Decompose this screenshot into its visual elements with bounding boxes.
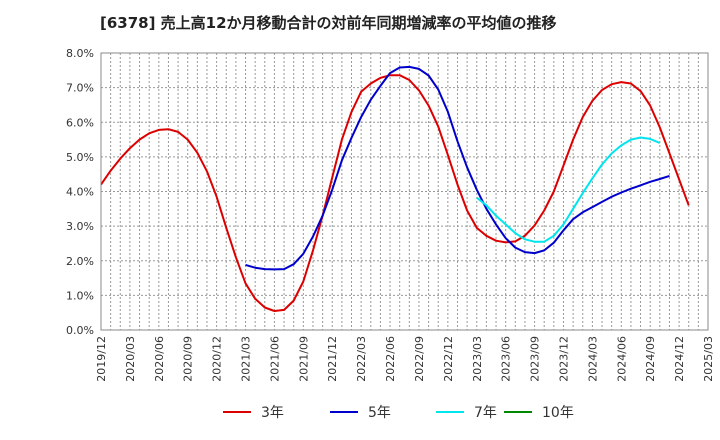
x-tick-label: 2024/12 (673, 336, 686, 382)
x-tick-label: 2022/09 (413, 336, 426, 382)
series (100, 65, 690, 312)
x-tick-label: 2021/03 (240, 336, 253, 382)
series-line-3 (476, 136, 661, 243)
y-tick-label: 5.0% (66, 151, 94, 164)
legend-label-1: 3年 (261, 405, 284, 421)
x-tick-label: 2020/12 (211, 336, 224, 382)
y-tick-label: 0.0% (66, 324, 94, 337)
x-axis: 2019/12 2020/03 2020/06 2020/09 2020/12 2021/… (95, 336, 715, 382)
y-tick-label: 2.0% (66, 255, 94, 268)
grid (100, 52, 709, 331)
y-axis: 0.0% 1.0% 2.0% 3.0% 4.0% 5.0% 6.0% 7.0% 8.0% (66, 47, 94, 337)
legend-label-2: 5年 (368, 405, 391, 421)
legend-label-3: 7年 (474, 405, 497, 421)
y-tick-label: 3.0% (66, 220, 94, 233)
y-tick-label: 7.0% (66, 82, 94, 95)
x-tick-label: 2023/06 (500, 336, 513, 382)
legend: 3年 5年 7年 10年 (223, 405, 574, 421)
x-tick-label: 2024/09 (644, 336, 657, 382)
chart-title: [6378] 売上高12か月移動合計の対前年同期増減率の平均値の推移 (100, 14, 557, 32)
x-tick-label: 2020/06 (153, 336, 166, 382)
y-tick-label: 6.0% (66, 116, 94, 129)
x-tick-label: 2025/03 (702, 336, 715, 382)
legend-label-4: 10年 (542, 405, 574, 421)
plot-area-border (100, 52, 709, 331)
x-tick-label: 2024/03 (586, 336, 599, 382)
y-tick-label: 8.0% (66, 47, 94, 60)
x-tick-label: 2021/12 (326, 336, 339, 382)
x-tick-label: 2024/06 (615, 336, 628, 382)
x-tick-label: 2021/06 (268, 336, 281, 382)
x-tick-label: 2023/12 (557, 336, 570, 382)
x-tick-label: 2023/03 (471, 336, 484, 382)
series-line-2 (245, 65, 670, 271)
x-tick-label: 2019/12 (95, 336, 108, 382)
x-tick-label: 2023/09 (529, 336, 542, 382)
x-tick-label: 2020/09 (182, 336, 195, 382)
y-tick-label: 4.0% (66, 186, 94, 199)
x-tick-label: 2021/09 (297, 336, 310, 382)
series-line-1 (100, 74, 690, 312)
y-tick-label: 1.0% (66, 289, 94, 302)
x-tick-label: 2022/03 (355, 336, 368, 382)
x-tick-label: 2020/03 (124, 336, 137, 382)
x-tick-label: 2022/06 (384, 336, 397, 382)
x-tick-label: 2022/12 (442, 336, 455, 382)
